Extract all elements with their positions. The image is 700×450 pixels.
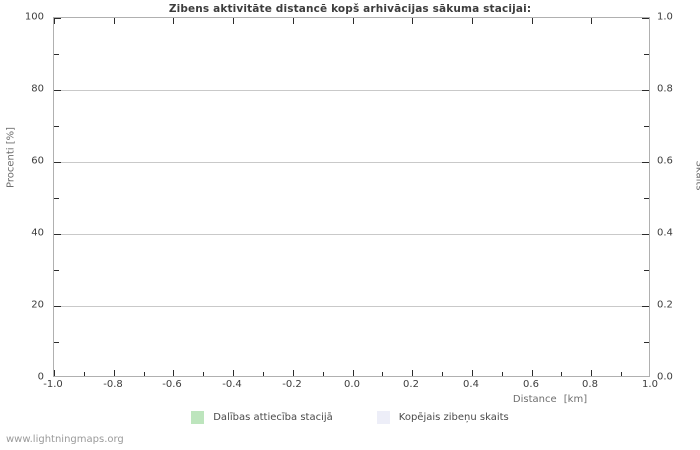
- axis-tick: [233, 370, 234, 376]
- axis-tick-minor: [644, 198, 649, 199]
- axis-tick-minor: [54, 198, 59, 199]
- y-tick-label-left: 20: [31, 299, 44, 311]
- y-tick-label-right: 1.0: [657, 11, 673, 23]
- axis-tick-minor: [203, 372, 204, 376]
- axis-tick: [412, 18, 413, 24]
- y-tick-label-left: 60: [31, 155, 44, 167]
- x-tick-label: 0.6: [523, 379, 539, 390]
- axis-tick: [293, 18, 294, 24]
- axis-tick: [54, 18, 61, 19]
- axis-tick-minor: [644, 126, 649, 127]
- axis-tick: [54, 306, 61, 307]
- x-tick-label: 0.8: [582, 379, 598, 390]
- x-tick-label: -0.8: [103, 379, 123, 390]
- x-tick-label: 0.2: [403, 379, 419, 390]
- axis-tick-minor: [644, 54, 649, 55]
- axis-tick: [591, 18, 592, 24]
- axis-tick-minor: [621, 372, 622, 376]
- y-axis-label-right: Skaits: [693, 160, 700, 191]
- legend-item-participation-ratio[interactable]: Dalības attiecība stacijā: [191, 411, 333, 424]
- y-tick-label-right: 0.4: [657, 227, 673, 239]
- axis-tick: [114, 370, 115, 376]
- axis-tick: [412, 370, 413, 376]
- axis-tick-minor: [382, 372, 383, 376]
- axis-tick: [293, 370, 294, 376]
- y-tick-label-left: 0: [37, 371, 44, 383]
- legend-swatch-lavender: [376, 411, 390, 424]
- axis-tick-minor: [54, 126, 59, 127]
- x-tick-label: -0.4: [222, 379, 242, 390]
- axis-tick-minor: [144, 372, 145, 376]
- axis-tick: [642, 90, 649, 91]
- axis-tick-minor: [644, 270, 649, 271]
- axis-tick: [54, 18, 55, 24]
- axis-tick: [54, 370, 55, 376]
- axis-tick: [642, 162, 649, 163]
- axis-tick: [233, 18, 234, 24]
- y-tick-label-left: 100: [24, 11, 44, 23]
- gridline-horizontal: [54, 162, 649, 163]
- axis-tick: [532, 370, 533, 376]
- x-axis-label: Distance [km]: [512, 394, 588, 405]
- axis-tick: [353, 370, 354, 376]
- x-tick-label: 1.0: [642, 379, 658, 390]
- axis-tick: [472, 370, 473, 376]
- axis-tick: [532, 18, 533, 24]
- x-tick-label: -0.6: [162, 379, 182, 390]
- axis-tick: [642, 18, 649, 19]
- x-tick-label: -1.0: [43, 379, 63, 390]
- gridline-horizontal: [54, 234, 649, 235]
- x-tick-label: 0.0: [344, 379, 360, 390]
- chart-title: Zibens aktivitāte distancē kopš arhivāci…: [168, 3, 532, 15]
- y-axis-label-left: Procenti [%]: [5, 126, 17, 189]
- axis-tick: [173, 18, 174, 24]
- axis-tick: [591, 370, 592, 376]
- axis-tick-minor: [644, 342, 649, 343]
- x-tick-label: -0.2: [282, 379, 302, 390]
- legend-label-participation-ratio: Dalības attiecība stacijā: [213, 412, 333, 423]
- y-tick-label-right: 0.0: [657, 371, 673, 383]
- axis-tick-minor: [84, 372, 85, 376]
- y-tick-label-right: 0.2: [657, 299, 673, 311]
- chart-legend: Dalības attiecība stacijā Kopējais zibeņ…: [0, 411, 700, 424]
- axis-tick: [114, 18, 115, 24]
- gridline-horizontal: [54, 306, 649, 307]
- legend-item-total-strokes[interactable]: Kopējais zibeņu skaits: [376, 411, 509, 424]
- axis-tick: [54, 234, 61, 235]
- axis-tick-minor: [442, 372, 443, 376]
- axis-tick: [642, 234, 649, 235]
- y-tick-label-left: 40: [31, 227, 44, 239]
- y-tick-label-left: 80: [31, 83, 44, 95]
- axis-tick: [353, 18, 354, 24]
- legend-label-total-strokes: Kopējais zibeņu skaits: [398, 412, 509, 423]
- axis-tick-minor: [54, 54, 59, 55]
- x-tick-label: 0.4: [463, 379, 479, 390]
- site-watermark: www.lightningmaps.org: [6, 434, 124, 445]
- gridline-horizontal: [54, 90, 649, 91]
- axis-tick-minor: [323, 372, 324, 376]
- axis-tick: [54, 90, 61, 91]
- axis-tick-minor: [54, 270, 59, 271]
- axis-tick: [472, 18, 473, 24]
- axis-tick: [642, 306, 649, 307]
- axis-tick-minor: [263, 372, 264, 376]
- y-tick-label-right: 0.8: [657, 83, 673, 95]
- axis-tick-minor: [561, 372, 562, 376]
- axis-tick: [173, 370, 174, 376]
- axis-tick-minor: [502, 372, 503, 376]
- y-tick-label-right: 0.6: [657, 155, 673, 167]
- plot-canvas: [54, 18, 649, 376]
- plot-area: [53, 17, 650, 377]
- legend-swatch-green: [191, 411, 205, 424]
- axis-tick-minor: [54, 342, 59, 343]
- axis-tick: [54, 162, 61, 163]
